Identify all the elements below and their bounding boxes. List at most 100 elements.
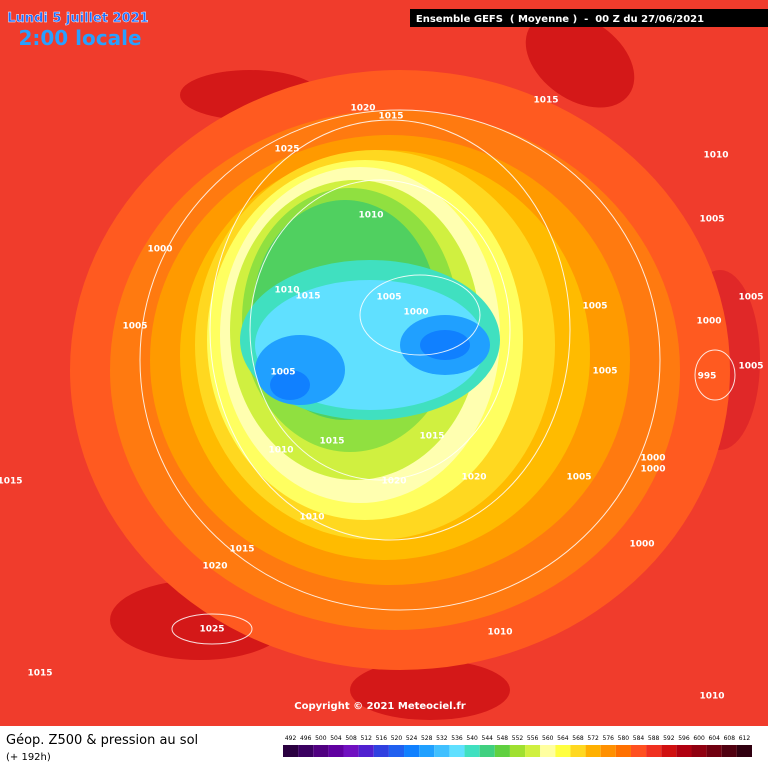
scale-swatch bbox=[706, 745, 722, 757]
isobar-label: 1015 bbox=[319, 437, 344, 447]
scale-swatch bbox=[343, 745, 359, 757]
scale-swatch bbox=[404, 745, 420, 757]
isobar-label: 1015 bbox=[295, 292, 320, 302]
isobar-label: 1000 bbox=[696, 317, 721, 327]
scale-swatch bbox=[570, 745, 586, 757]
isobar-label: 1010 bbox=[274, 286, 299, 296]
scale-label: 580 bbox=[618, 735, 630, 742]
scale-swatch bbox=[555, 745, 571, 757]
scale-label: 496 bbox=[300, 735, 312, 742]
scale-label: 604 bbox=[708, 735, 720, 742]
scale-swatch bbox=[721, 745, 737, 757]
scale-label: 600 bbox=[693, 735, 705, 742]
isobar-label: 1015 bbox=[533, 96, 558, 106]
scale-label: 536 bbox=[451, 735, 463, 742]
legend-title: Géop. Z500 & pression au sol bbox=[6, 733, 198, 748]
isobar-label: 1020 bbox=[350, 104, 375, 114]
isobar-label: 1005 bbox=[122, 322, 147, 332]
lead-time: (+ 192h) bbox=[6, 752, 51, 763]
scale-swatch bbox=[494, 745, 510, 757]
time: 2:00 locale bbox=[18, 26, 141, 50]
scale-swatch bbox=[585, 745, 601, 757]
isobar-label: 1005 bbox=[699, 215, 724, 225]
scale-swatch bbox=[691, 745, 707, 757]
isobar-label: 1010 bbox=[299, 513, 324, 523]
isobar-label: 1020 bbox=[381, 477, 406, 487]
isobar-label: 1010 bbox=[699, 692, 724, 702]
date: Lundi 5 juillet 2021 bbox=[7, 11, 148, 26]
map-field bbox=[0, 0, 768, 726]
scale-swatch bbox=[646, 745, 662, 757]
scale-swatch bbox=[661, 745, 677, 757]
scale-swatch bbox=[600, 745, 616, 757]
isobar-label: 1015 bbox=[229, 545, 254, 555]
isobar-label: 1015 bbox=[419, 432, 444, 442]
isobar-label: 1020 bbox=[461, 473, 486, 483]
isobar-label: 1010 bbox=[487, 628, 512, 638]
scale-label: 608 bbox=[724, 735, 736, 742]
scale-swatch bbox=[736, 745, 752, 757]
scale-label: 492 bbox=[285, 735, 297, 742]
isobar-label: 1010 bbox=[703, 151, 728, 161]
scale-swatch bbox=[449, 745, 465, 757]
isobar-label: 1025 bbox=[199, 625, 224, 635]
scale-label: 576 bbox=[603, 735, 615, 742]
isobar-label: 1000 bbox=[640, 454, 665, 464]
scale-label: 508 bbox=[345, 735, 357, 742]
scale-label: 544 bbox=[482, 735, 494, 742]
scale-swatch bbox=[479, 745, 495, 757]
isobar-label: 995 bbox=[698, 372, 717, 382]
scale-label: 612 bbox=[739, 735, 751, 742]
scale-label: 504 bbox=[330, 735, 342, 742]
isobar-label: 1015 bbox=[378, 112, 403, 122]
scale-label: 540 bbox=[466, 735, 478, 742]
scale-swatch bbox=[464, 745, 480, 757]
scale-label: 568 bbox=[572, 735, 584, 742]
scale-label: 528 bbox=[421, 735, 433, 742]
scale-swatch bbox=[630, 745, 647, 757]
isobar-label: 1005 bbox=[582, 302, 607, 312]
color-scale: 492 496 500 504 508 512 516 520 524 528 532 536 540 5… bbox=[283, 735, 752, 757]
scale-swatch bbox=[676, 745, 692, 757]
isobar-label: 1000 bbox=[147, 245, 172, 255]
scale-label: 560 bbox=[542, 735, 554, 742]
isobar-label: 1015 bbox=[0, 477, 23, 487]
scale-label: 524 bbox=[406, 735, 418, 742]
isobar-label: 1000 bbox=[629, 540, 654, 550]
model-info: Ensemble GEFS ( Moyenne ) - 00 Z du 27/0… bbox=[416, 14, 704, 25]
scale-label: 548 bbox=[497, 735, 509, 742]
scale-swatch bbox=[373, 745, 389, 757]
scale-swatch bbox=[313, 745, 329, 757]
scale-label: 552 bbox=[512, 735, 524, 742]
scale-swatch bbox=[509, 745, 526, 757]
isobar-label: 1005 bbox=[376, 293, 401, 303]
scale-swatch bbox=[358, 745, 374, 757]
scale-label: 556 bbox=[527, 735, 539, 742]
isobar-label: 1015 bbox=[27, 669, 52, 679]
scale-swatch bbox=[615, 745, 631, 757]
scale-swatch bbox=[328, 745, 344, 757]
isobar-label: 1000 bbox=[640, 465, 665, 475]
isobar-label: 1005 bbox=[738, 293, 763, 303]
scale-swatch bbox=[283, 745, 299, 757]
isobar-label: 1000 bbox=[403, 308, 428, 318]
copyright: Copyright © 2021 Meteociel.fr bbox=[294, 701, 465, 712]
scale-swatch bbox=[434, 745, 450, 757]
isobar-label: 1010 bbox=[268, 446, 293, 456]
scale-label: 532 bbox=[436, 735, 448, 742]
scale-label: 584 bbox=[633, 735, 645, 742]
scale-label: 596 bbox=[678, 735, 690, 742]
scale-label: 500 bbox=[315, 735, 327, 742]
isobar-label: 1025 bbox=[274, 145, 299, 155]
scale-label: 516 bbox=[376, 735, 388, 742]
scale-swatch bbox=[388, 745, 405, 757]
isobar-label: 1010 bbox=[358, 211, 383, 221]
scale-swatch bbox=[540, 745, 556, 757]
isobar-label: 1005 bbox=[566, 473, 591, 483]
scale-label: 564 bbox=[557, 735, 569, 742]
scale-label: 592 bbox=[663, 735, 675, 742]
isobar-label: 1005 bbox=[270, 368, 295, 378]
isobar-label: 1020 bbox=[202, 562, 227, 572]
